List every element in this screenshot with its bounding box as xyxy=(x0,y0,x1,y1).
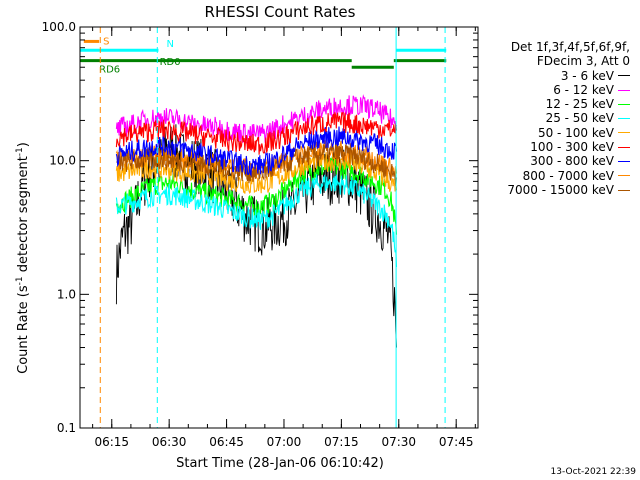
legend-swatch xyxy=(618,89,630,91)
x-tick-label: 07:30 xyxy=(381,435,416,449)
legend-swatch xyxy=(618,75,630,77)
x-tick-label: 07:00 xyxy=(267,435,302,449)
flag-label: RD6 xyxy=(99,65,120,76)
legend-entry: 100 - 300 keV xyxy=(478,140,630,154)
legend-entry: 50 - 100 keV xyxy=(478,126,630,140)
legend-swatch xyxy=(618,146,630,148)
legend-swatch xyxy=(618,103,630,105)
x-axis-label: Start Time (28-Jan-06 06:10:42) xyxy=(176,456,384,471)
legend-label: 7000 - 15000 keV xyxy=(507,182,614,197)
series-line xyxy=(116,142,398,186)
series-line xyxy=(115,112,398,155)
axis-layer: 0.1 1.0 10.0 100.0 06:15 06:30 06:45 07:00 07:15… xyxy=(42,20,478,449)
y-tick-label: 100.0 xyxy=(42,20,76,34)
legend-header-line-1: Det 1f,3f,4f,5f,6f,9f, xyxy=(510,40,630,54)
series-line xyxy=(115,174,398,268)
y-tick-label: 0.1 xyxy=(57,421,76,435)
y-tick-label: 1.0 xyxy=(57,287,76,301)
flag-layer: S N RD6 RD0 xyxy=(80,36,447,76)
legend-entry: 800 - 7000 keV xyxy=(478,169,630,183)
y-axis-label: Count Rate (s-1 detector segment-1) xyxy=(15,142,31,374)
legend-label: 300 - 800 keV xyxy=(530,154,614,169)
legend-label: 6 - 12 keV xyxy=(553,82,614,97)
legend-entry: 3 - 6 keV xyxy=(478,69,630,83)
chart-title: RHESSI Count Rates xyxy=(205,3,356,21)
series-layer xyxy=(115,94,398,348)
x-tick-label: 06:45 xyxy=(209,435,244,449)
legend-header-line-2: FDecim 3, Att 0 xyxy=(536,54,630,69)
legend-entry: 7000 - 15000 keV xyxy=(478,183,630,197)
flag-label: RD0 xyxy=(160,57,181,68)
legend-label: 50 - 100 keV xyxy=(537,125,614,140)
legend-entry: 25 - 50 keV xyxy=(478,111,630,125)
legend-label: 100 - 300 keV xyxy=(530,140,614,155)
legend-label: 12 - 25 keV xyxy=(545,97,614,112)
legend-entry: 12 - 25 keV xyxy=(478,97,630,111)
legend-swatch xyxy=(618,161,630,163)
x-tick-label: 06:15 xyxy=(94,435,129,449)
legend-swatch xyxy=(618,189,630,191)
x-tick-label: 07:15 xyxy=(324,435,359,449)
legend-entry: 6 - 12 keV xyxy=(478,83,630,97)
legend-swatch xyxy=(618,132,630,134)
legend: Det 1f,3f,4f,5f,6f,9f, FDecim 3, Att 0 3… xyxy=(478,40,630,197)
y-tick-label: 10.0 xyxy=(49,154,76,168)
legend-rows: 3 - 6 keV 6 - 12 keV 12 - 25 keV 25 - 50 ke… xyxy=(478,69,630,198)
legend-label: 3 - 6 keV xyxy=(560,68,614,83)
flag-label: S xyxy=(103,36,109,47)
legend-swatch xyxy=(618,118,630,120)
plot-frame xyxy=(79,26,479,429)
x-tick-label: 06:30 xyxy=(152,435,187,449)
legend-entry: 300 - 800 keV xyxy=(478,154,630,168)
timestamp: 13-Oct-2021 22:39 xyxy=(550,467,636,477)
legend-label: 800 - 7000 keV xyxy=(522,168,614,183)
legend-swatch xyxy=(618,175,630,177)
flag-label: N xyxy=(166,39,173,50)
legend-label: 25 - 50 keV xyxy=(545,111,614,126)
x-tick-label: 07:45 xyxy=(439,435,474,449)
